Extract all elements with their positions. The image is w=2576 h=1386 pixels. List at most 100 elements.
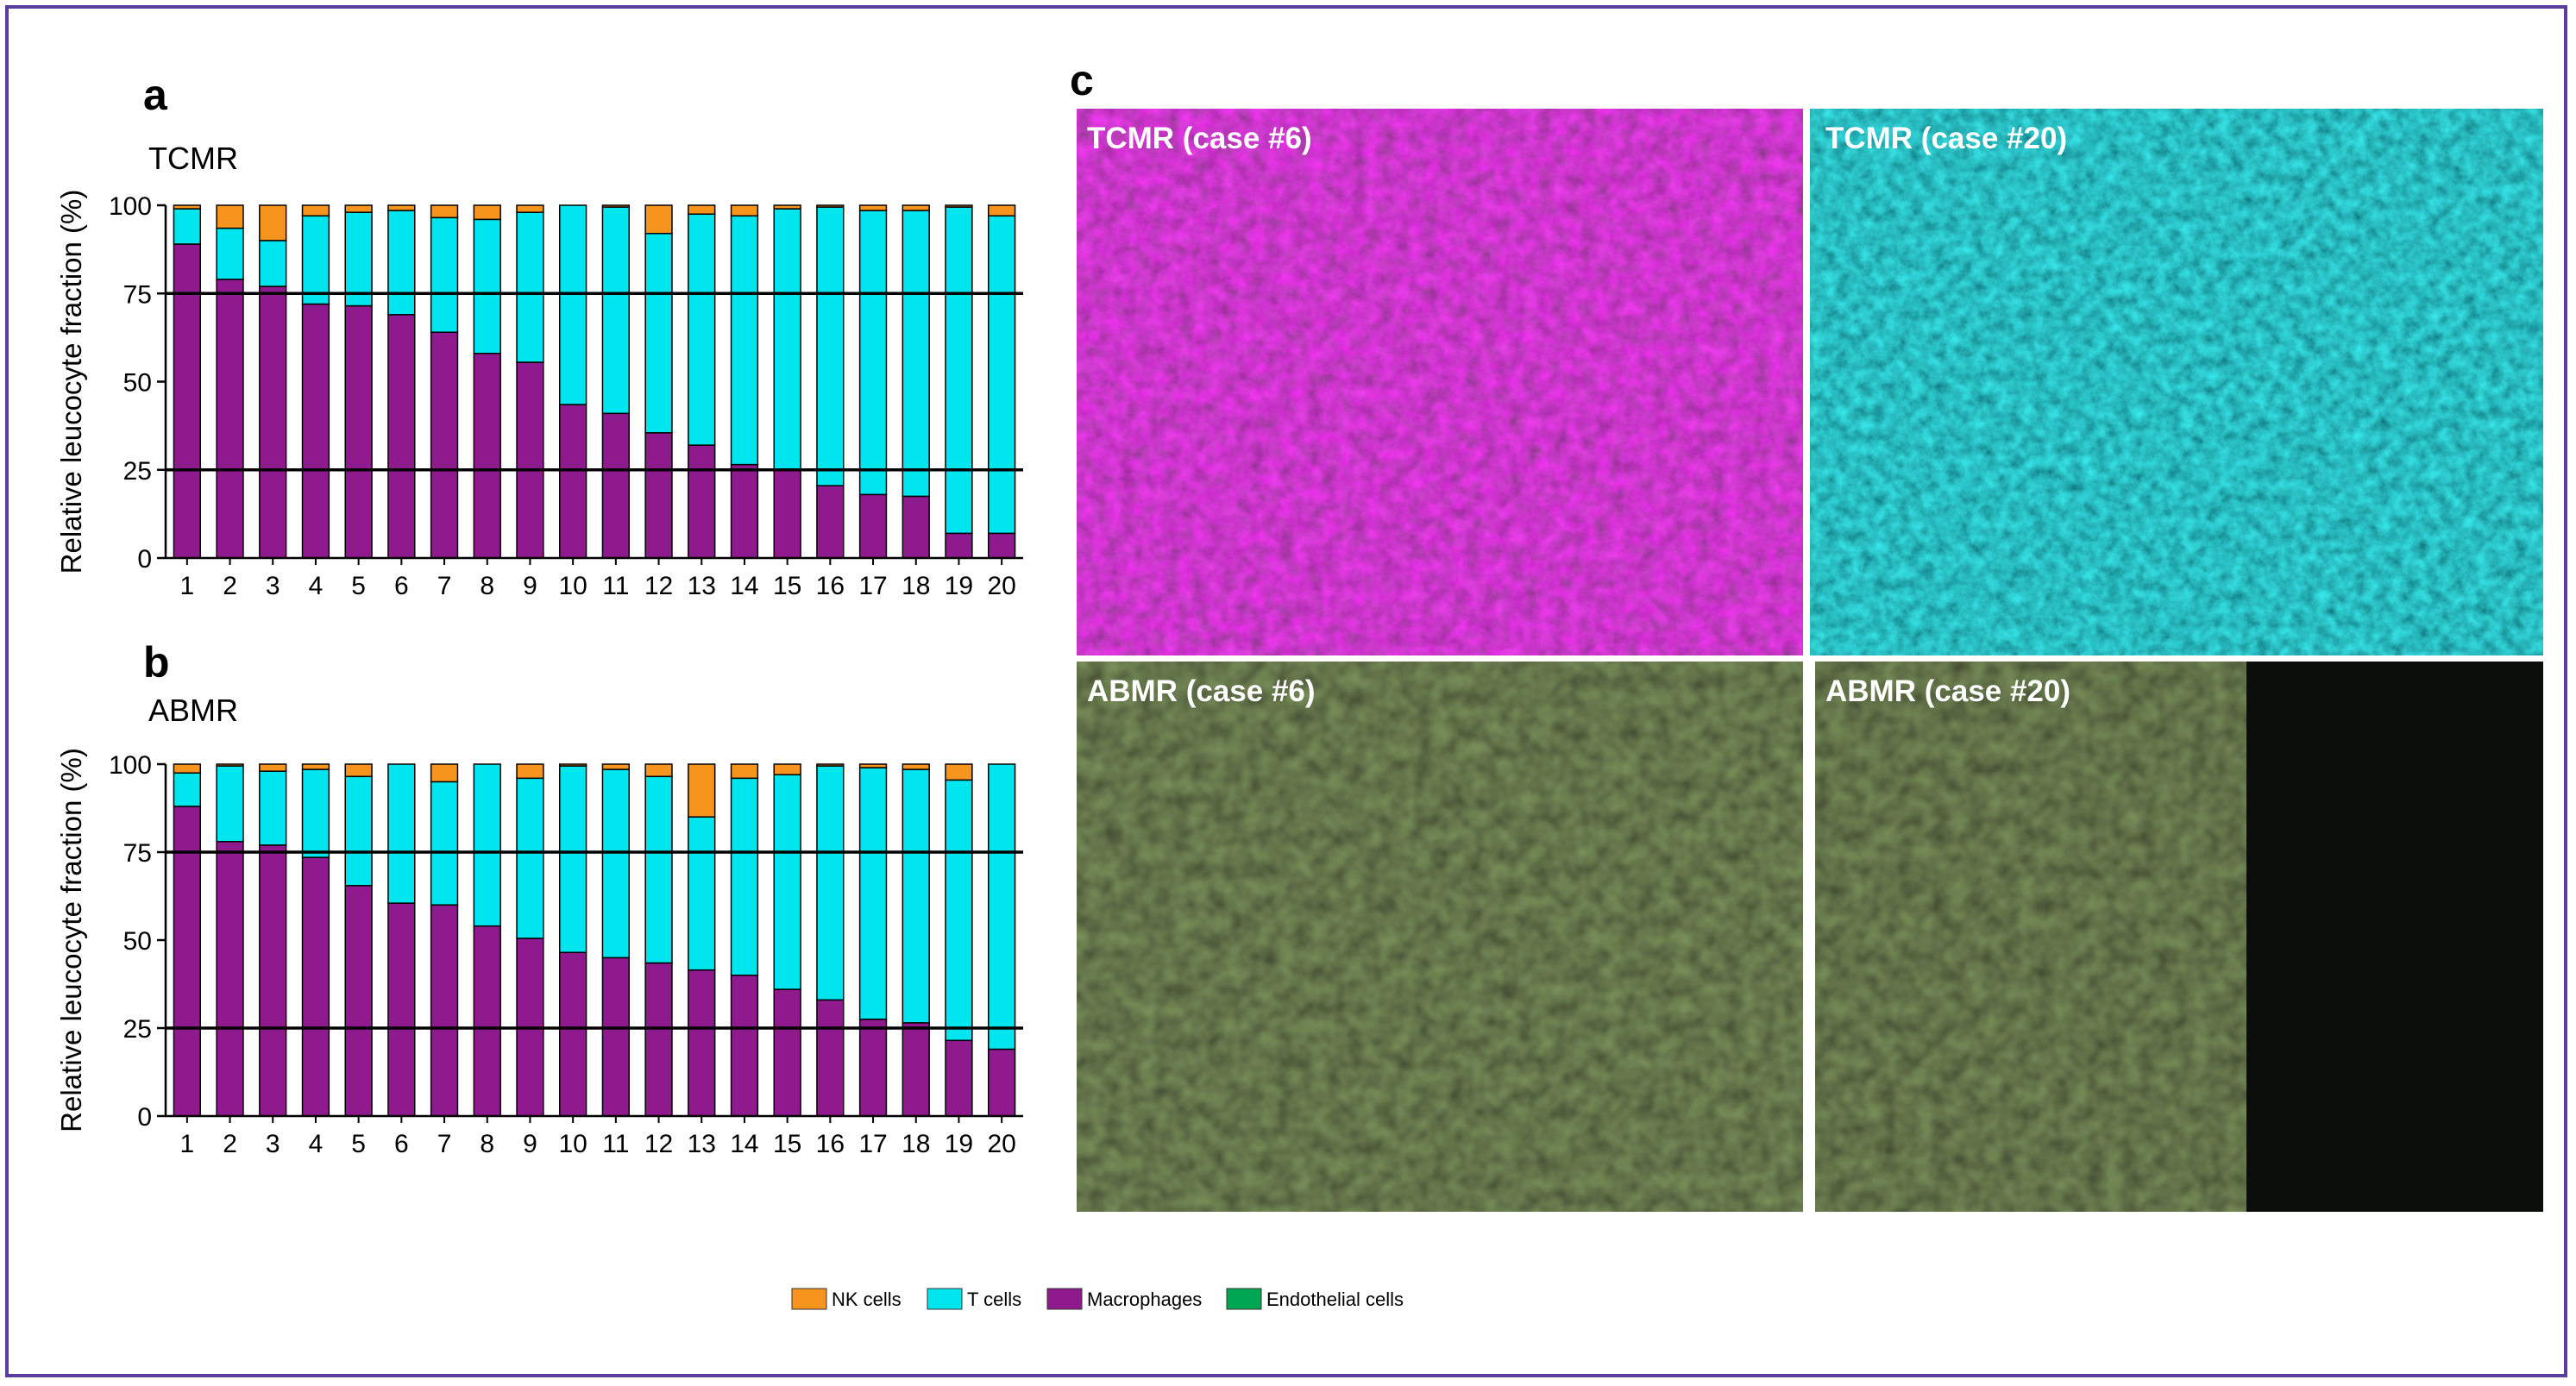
- bar-macrophage-8: [473, 925, 501, 1117]
- bar-nk-19: [945, 204, 973, 208]
- x-tick-label-10: 10: [558, 572, 587, 600]
- bar-nk-13: [688, 204, 716, 215]
- bar-macrophage-12: [644, 432, 673, 559]
- x-tick-label-4: 4: [309, 1130, 324, 1158]
- legend-label-endothelial: Endothelial cells: [1266, 1289, 1404, 1310]
- bar-t-3: [259, 240, 287, 287]
- bar-macrophage-15: [773, 988, 801, 1117]
- bar-t-10: [558, 765, 587, 954]
- bar-nk-5: [344, 204, 373, 213]
- x-tick-label-5: 5: [351, 1130, 366, 1158]
- bar-macrophage-13: [688, 969, 716, 1117]
- bar-t-18: [902, 210, 930, 498]
- bar-macrophage-19: [945, 532, 973, 559]
- micrograph-tcmr-case20-label: TCMR (case #20): [1825, 122, 2067, 155]
- x-tick-label-7: 7: [437, 572, 452, 600]
- bar-macrophage-7: [430, 331, 459, 559]
- bar-t-8: [473, 763, 501, 927]
- bar-macrophage-17: [858, 493, 888, 559]
- bar-macrophage-20: [987, 532, 1016, 559]
- y-tick-label-25: 25: [123, 1015, 152, 1044]
- bar-macrophage-5: [344, 304, 373, 559]
- bar-t-8: [473, 218, 501, 354]
- bar-t-14: [730, 215, 759, 466]
- bar-nk-5: [344, 763, 373, 778]
- bar-t-19: [945, 779, 973, 1042]
- bar-macrophage-8: [473, 353, 501, 559]
- bar-nk-7: [430, 204, 459, 219]
- bar-nk-19: [945, 763, 973, 781]
- bar-nk-1: [173, 763, 202, 774]
- bar-nk-12: [644, 204, 673, 235]
- bar-t-2: [216, 765, 244, 843]
- micrograph-tcmr-case6-label: TCMR (case #6): [1087, 122, 1312, 155]
- bar-t-12: [644, 232, 673, 434]
- bar-t-15: [773, 774, 801, 990]
- x-tick-label-16: 16: [816, 1130, 845, 1158]
- bar-t-19: [945, 206, 973, 535]
- bar-nk-1: [173, 204, 202, 210]
- y-tick-label-75: 75: [123, 280, 152, 309]
- bar-macrophage-1: [173, 243, 202, 559]
- x-tick-label-6: 6: [394, 1130, 409, 1158]
- bar-macrophage-2: [216, 841, 244, 1117]
- legend-swatch-macrophage: [1046, 1288, 1083, 1310]
- x-tick-label-3: 3: [266, 1130, 280, 1158]
- panel-b-letter: b: [143, 638, 170, 687]
- bar-t-20: [987, 215, 1016, 535]
- panel-b-title: ABMR: [148, 693, 238, 728]
- bar-nk-20: [987, 204, 1016, 217]
- micrograph-abmr-case20-texture: [1815, 662, 2246, 1212]
- bar-t-16: [816, 206, 845, 486]
- bar-macrophage-18: [902, 495, 930, 559]
- y-tick-label-50: 50: [123, 927, 152, 956]
- bar-macrophage-6: [387, 902, 416, 1117]
- bar-macrophage-13: [688, 444, 716, 559]
- bar-macrophage-4: [301, 303, 330, 559]
- bar-macrophage-14: [730, 463, 759, 559]
- bar-t-5: [344, 211, 373, 307]
- bar-macrophage-4: [301, 856, 330, 1117]
- x-tick-label-7: 7: [437, 1130, 452, 1158]
- bar-nk-4: [301, 763, 330, 770]
- bar-t-5: [344, 775, 373, 887]
- bar-macrophage-9: [516, 361, 544, 559]
- bar-nk-15: [773, 204, 801, 210]
- x-tick-label-13: 13: [688, 572, 716, 600]
- y-tick-label-100: 100: [109, 751, 152, 780]
- bar-macrophage-16: [816, 485, 845, 559]
- x-tick-label-16: 16: [816, 572, 845, 600]
- y-tick-label-75: 75: [123, 839, 152, 868]
- x-tick-label-20: 20: [987, 1130, 1015, 1158]
- x-tick-label-19: 19: [945, 572, 973, 600]
- x-tick-label-5: 5: [351, 572, 366, 600]
- bar-macrophage-6: [387, 314, 416, 559]
- bar-t-9: [516, 211, 544, 363]
- x-tick-label-12: 12: [644, 1130, 673, 1158]
- figure-frame: [5, 5, 2567, 1377]
- bar-t-2: [216, 227, 244, 280]
- legend-label-macrophage: Macrophages: [1087, 1289, 1202, 1310]
- bar-macrophage-16: [816, 999, 845, 1117]
- y-tick-label-100: 100: [109, 192, 152, 221]
- bar-nk-9: [516, 204, 544, 213]
- x-tick-label-15: 15: [773, 1130, 801, 1158]
- chart-tcmr: 1 2 3 4 5 6 7 8 9 10 11 12 13 14 15 16 17 18 19 20025507510…: [55, 190, 1023, 600]
- bar-macrophage-12: [644, 962, 673, 1117]
- x-tick-label-18: 18: [902, 1130, 930, 1158]
- x-tick-label-14: 14: [730, 572, 758, 600]
- x-tick-label-12: 12: [644, 572, 673, 600]
- legend-swatch-endothelial: [1226, 1288, 1262, 1310]
- x-tick-label-10: 10: [558, 1130, 587, 1158]
- y-axis-title: Relative leucocyte fraction (%): [55, 748, 87, 1132]
- bar-macrophage-5: [344, 885, 373, 1117]
- bar-t-6: [387, 763, 416, 904]
- micrograph-abmr-case20-label: ABMR (case #20): [1825, 674, 2070, 708]
- x-tick-label-11: 11: [602, 572, 629, 600]
- x-tick-label-6: 6: [394, 572, 409, 600]
- bar-t-17: [858, 767, 888, 1020]
- x-tick-label-18: 18: [902, 572, 930, 600]
- x-tick-label-11: 11: [602, 1130, 629, 1158]
- bar-t-12: [644, 775, 673, 964]
- bar-nk-11: [601, 204, 631, 208]
